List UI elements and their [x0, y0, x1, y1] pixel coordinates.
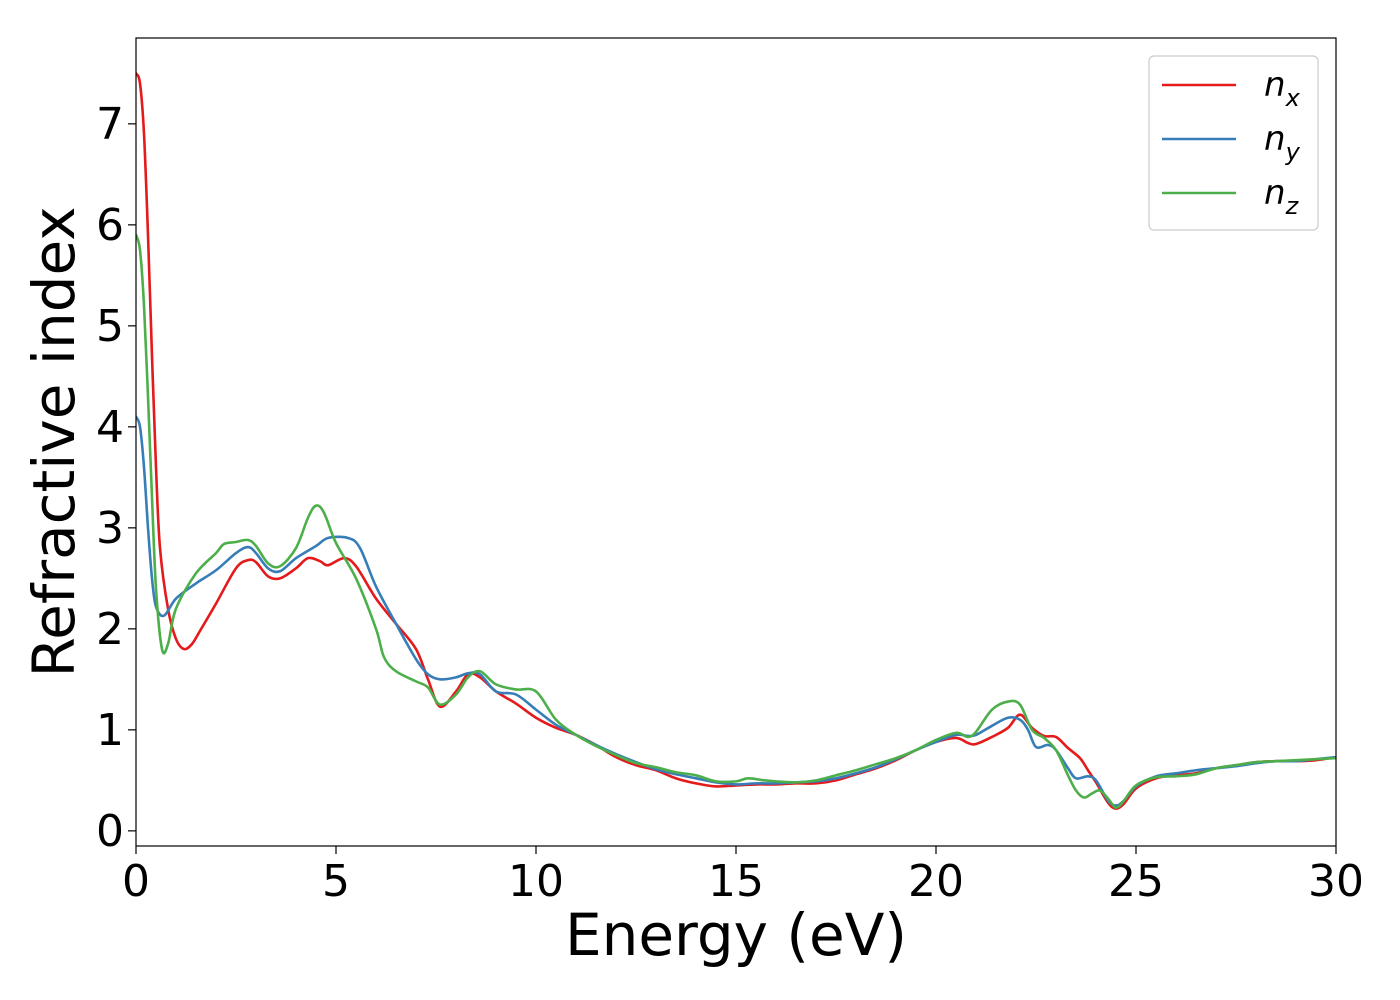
legend-box	[1148, 55, 1319, 231]
plot-area	[136, 72, 1336, 810]
y-tick-label: 4	[96, 402, 124, 453]
axes-frame	[135, 37, 1337, 847]
y-tick-label: 0	[96, 806, 124, 857]
x-axis-ticks: 0 5 10 15 20 25 30	[122, 846, 1364, 907]
legend-label-x: nx	[1264, 65, 1301, 112]
y-tick-label: 5	[96, 301, 124, 352]
series-line-z	[136, 233, 1336, 809]
legend-label-z: nz	[1264, 173, 1300, 220]
y-tick-label: 2	[96, 604, 124, 655]
x-tick-label: 20	[908, 856, 964, 907]
x-tick-label: 5	[322, 856, 350, 907]
series-line-y	[136, 415, 1336, 807]
x-tick-label: 0	[122, 856, 150, 907]
x-axis-title: Energy (eV)	[565, 901, 907, 969]
y-axis-ticks: 0 1 2 3 4 5 6 7	[96, 99, 136, 857]
y-tick-label: 3	[96, 503, 124, 554]
y-tick-label: 1	[96, 705, 124, 756]
y-tick-label: 7	[96, 99, 124, 150]
y-axis-title: Refractive index	[20, 206, 88, 677]
x-tick-label: 15	[708, 856, 764, 907]
legend: nx ny nz	[1148, 55, 1319, 231]
x-tick-label: 10	[508, 856, 564, 907]
x-tick-label: 25	[1108, 856, 1164, 907]
x-tick-label: 30	[1308, 856, 1364, 907]
legend-label-y: ny	[1264, 119, 1301, 166]
y-tick-label: 6	[96, 200, 124, 251]
